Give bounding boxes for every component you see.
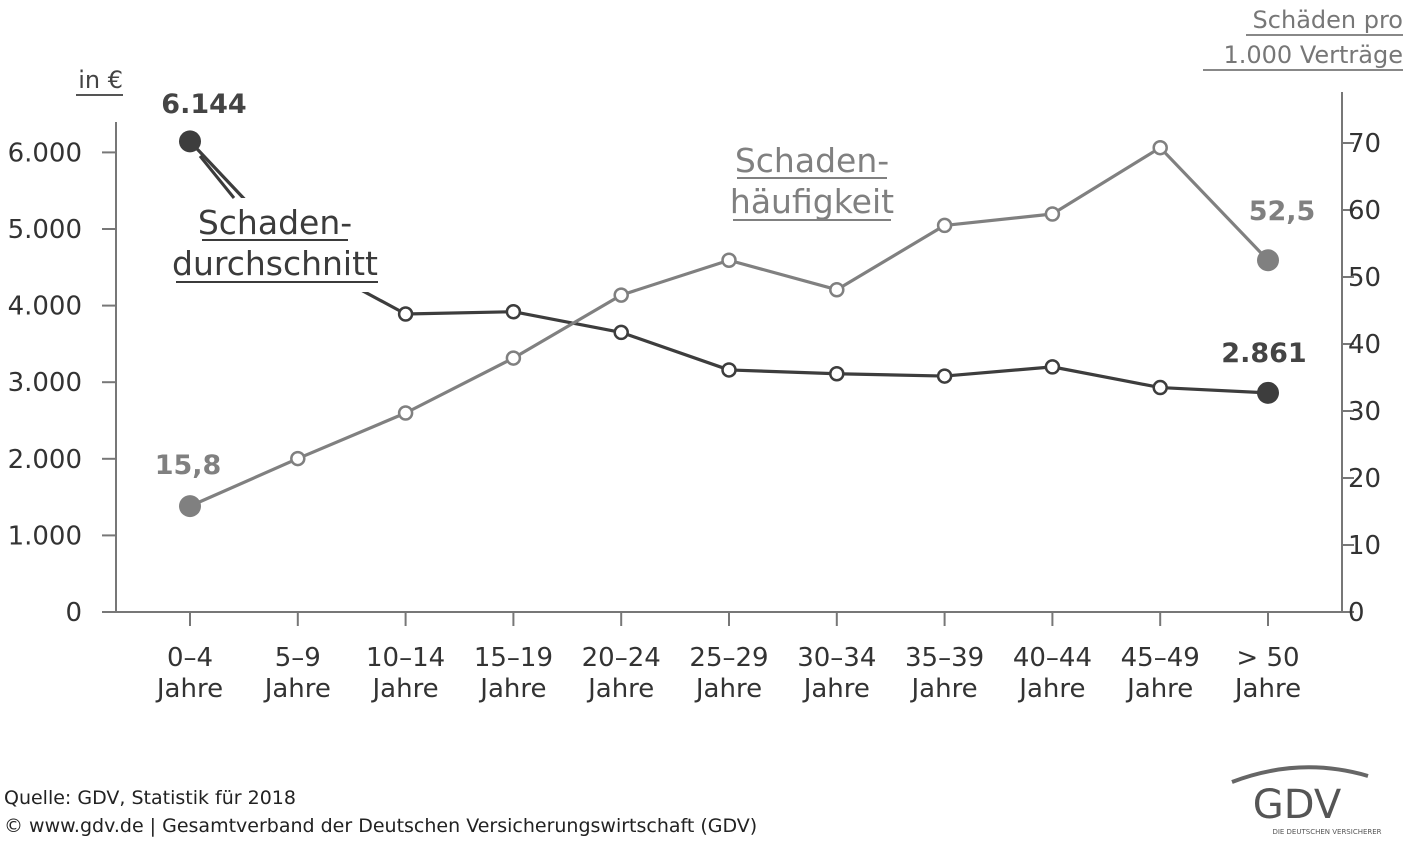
right-tick-label: 0 [1348, 598, 1365, 628]
right-tick-label: 70 [1348, 129, 1381, 159]
x-tick-label: Jahre [694, 674, 762, 704]
series-2-point [1152, 139, 1168, 156]
x-tick-label: Jahre [370, 674, 438, 704]
series-2-point [936, 217, 953, 234]
x-tick-label: 25–29 [689, 643, 768, 673]
series-label-avg: Schaden- [198, 203, 352, 242]
series-label-freq: Schaden- [735, 141, 889, 180]
left-tick-label: 0 [65, 598, 82, 628]
x-tick-label: > 50 [1236, 643, 1299, 673]
left-tick-label: 4.000 [8, 292, 82, 322]
series-2-point [1044, 206, 1061, 222]
right-tick-label: 20 [1348, 464, 1381, 494]
series-1-endpoint [1257, 381, 1279, 404]
copyright-text: © www.gdv.de | Gesamtverband der Deutsch… [4, 815, 758, 837]
x-tick-label: Jahre [1233, 674, 1301, 704]
series-2-point [290, 450, 306, 467]
right-tick-label: 10 [1348, 531, 1381, 561]
left-tick-label: 2.000 [8, 445, 82, 475]
series-1-point [1152, 379, 1168, 396]
right-axis-unit-label: 1.000 Verträge [1223, 41, 1403, 69]
series-2-point [721, 252, 737, 268]
x-tick-label: 20–24 [582, 643, 661, 673]
series-1-point [1044, 359, 1061, 375]
x-tick-label: 15–19 [474, 643, 553, 673]
data-label: 6.144 [161, 89, 246, 120]
left-tick-label: 3.000 [8, 368, 82, 398]
x-tick-label: Jahre [586, 674, 654, 704]
left-tick-label: 6.000 [8, 138, 82, 168]
data-label: 2.861 [1221, 338, 1306, 369]
data-label: 52,5 [1249, 196, 1316, 227]
series-label-leader [198, 155, 236, 199]
x-tick-label: 40–44 [1013, 643, 1092, 673]
series-label-freq: häufigkeit [730, 182, 894, 221]
series-1-point [613, 324, 629, 341]
series-1-point [936, 368, 953, 384]
right-tick-label: 60 [1348, 196, 1381, 226]
series-1-point [397, 306, 414, 322]
x-tick-label: Jahre [1125, 674, 1193, 704]
series-2-endpoint [179, 495, 201, 518]
left-axis-unit-label: in € [78, 66, 123, 94]
left-tick-label: 5.000 [8, 215, 82, 245]
right-tick-label: 30 [1348, 397, 1381, 427]
x-tick-label: Jahre [802, 674, 870, 704]
x-tick-label: 30–34 [797, 643, 876, 673]
series-label-avg: durchschnitt [172, 244, 378, 283]
right-tick-label: 50 [1348, 263, 1381, 293]
series-1-endpoint [179, 130, 201, 153]
series-2-point [829, 281, 845, 298]
series-label-backdrop [172, 198, 382, 292]
series-1-point [505, 303, 522, 320]
series-2-point [505, 350, 522, 366]
series-1-point [829, 366, 845, 382]
x-tick-label: Jahre [1017, 674, 1085, 704]
x-tick-label: 5–9 [275, 643, 321, 673]
series-2-endpoint [1257, 249, 1279, 272]
series-2-point [397, 405, 414, 421]
x-tick-label: 35–39 [905, 643, 984, 673]
x-tick-label: Jahre [155, 674, 223, 704]
left-tick-label: 1.000 [8, 521, 82, 551]
x-tick-label: Jahre [478, 674, 546, 704]
x-tick-label: 10–14 [366, 643, 445, 673]
x-tick-label: 0–4 [167, 643, 213, 673]
data-label: 15,8 [155, 450, 222, 481]
series-1-point [721, 362, 737, 378]
x-tick-label: Jahre [263, 674, 331, 704]
series-2-point [613, 287, 629, 303]
right-tick-label: 40 [1348, 330, 1381, 360]
x-tick-label: 45–49 [1121, 643, 1200, 673]
right-axis-unit-label: Schäden pro [1253, 6, 1403, 34]
x-tick-label: Jahre [909, 674, 977, 704]
source-text: Quelle: GDV, Statistik für 2018 [4, 787, 296, 809]
